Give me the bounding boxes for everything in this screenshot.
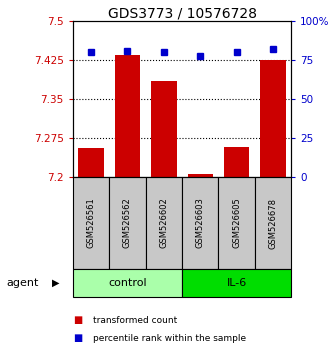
Bar (115, 55, 140, 177)
Text: GSM526678: GSM526678 (268, 198, 278, 249)
Bar (73, 269, 182, 297)
Bar (146, 177, 182, 269)
Bar (187, 175, 213, 177)
Bar (218, 177, 255, 269)
Text: GSM526561: GSM526561 (86, 198, 96, 249)
Text: IL-6: IL-6 (226, 278, 247, 288)
Text: GSM526603: GSM526603 (196, 198, 205, 249)
Bar (182, 269, 291, 297)
Title: GDS3773 / 10576728: GDS3773 / 10576728 (108, 6, 257, 20)
Bar (224, 147, 250, 177)
Bar (73, 177, 109, 269)
Text: GSM526605: GSM526605 (232, 198, 241, 249)
Text: ■: ■ (73, 315, 82, 325)
Bar (151, 81, 177, 177)
Text: agent: agent (7, 278, 39, 288)
Bar (182, 177, 218, 269)
Bar (260, 60, 286, 177)
Bar (109, 177, 146, 269)
Text: ■: ■ (73, 333, 82, 343)
Text: ▶: ▶ (52, 278, 60, 288)
Text: transformed count: transformed count (93, 316, 177, 325)
Text: GSM526562: GSM526562 (123, 198, 132, 249)
Bar (78, 148, 104, 177)
Text: control: control (108, 278, 147, 288)
Bar (255, 177, 291, 269)
Text: percentile rank within the sample: percentile rank within the sample (93, 333, 246, 343)
Text: GSM526602: GSM526602 (159, 198, 168, 249)
